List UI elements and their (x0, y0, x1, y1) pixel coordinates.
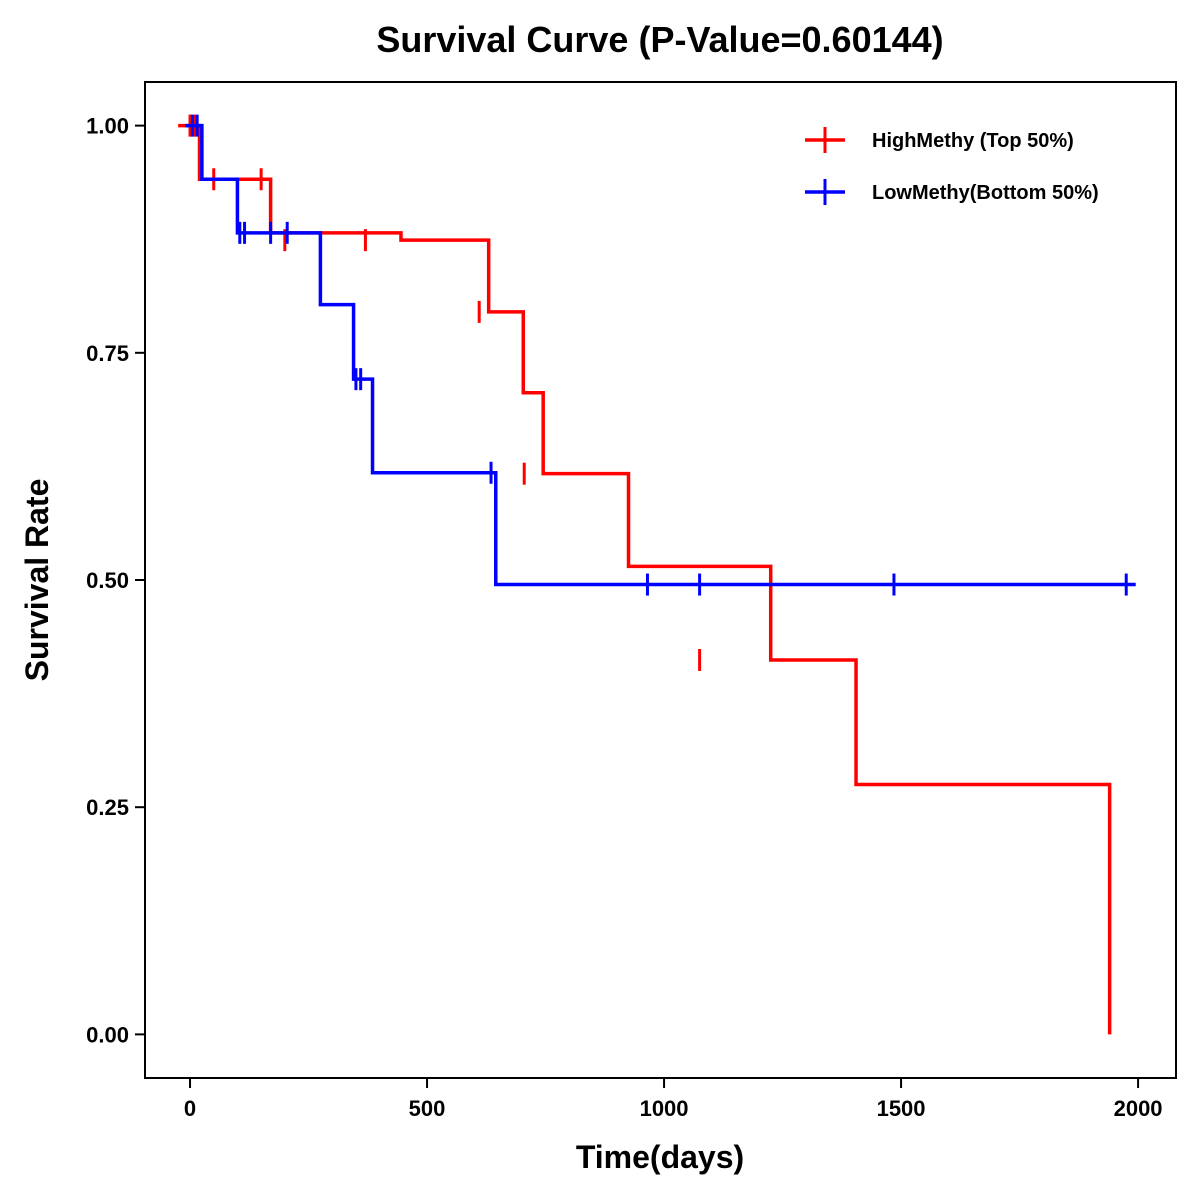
legend-item-high-methy: HighMethy (Top 50%) (805, 127, 1074, 153)
survival-step-line (178, 123, 1112, 1035)
y-tick-label: 0.00 (86, 1022, 129, 1047)
legend-item-low-methy: LowMethy(Bottom 50%) (805, 179, 1099, 205)
y-tick-label: 0.25 (86, 795, 129, 820)
legend: HighMethy (Top 50%) LowMethy(Bottom 50%) (805, 127, 1099, 205)
survival-step-line (185, 123, 1136, 587)
legend-label: HighMethy (Top 50%) (872, 130, 1074, 152)
x-axis-title: Time(days) (576, 1139, 744, 1175)
series-low-methy (185, 114, 1136, 596)
x-tick-label: 1500 (877, 1096, 926, 1121)
x-tick-label: 0 (184, 1096, 196, 1121)
y-tick-label: 0.75 (86, 341, 129, 366)
series-layer (178, 114, 1136, 1035)
y-tick-label: 0.50 (86, 568, 129, 593)
x-tick-label: 2000 (1114, 1096, 1163, 1121)
series-high-methy (178, 114, 1112, 1035)
x-axis: 0 500 1000 1500 2000 (184, 1078, 1163, 1121)
x-tick-label: 500 (409, 1096, 446, 1121)
y-axis: 0.00 0.25 0.50 0.75 1.00 (86, 114, 145, 1047)
y-tick-label: 1.00 (86, 114, 129, 139)
legend-label: LowMethy(Bottom 50%) (872, 182, 1099, 204)
x-tick-label: 1000 (640, 1096, 689, 1121)
chart-title: Survival Curve (P-Value=0.60144) (376, 19, 943, 60)
y-axis-title: Survival Rate (19, 479, 55, 682)
